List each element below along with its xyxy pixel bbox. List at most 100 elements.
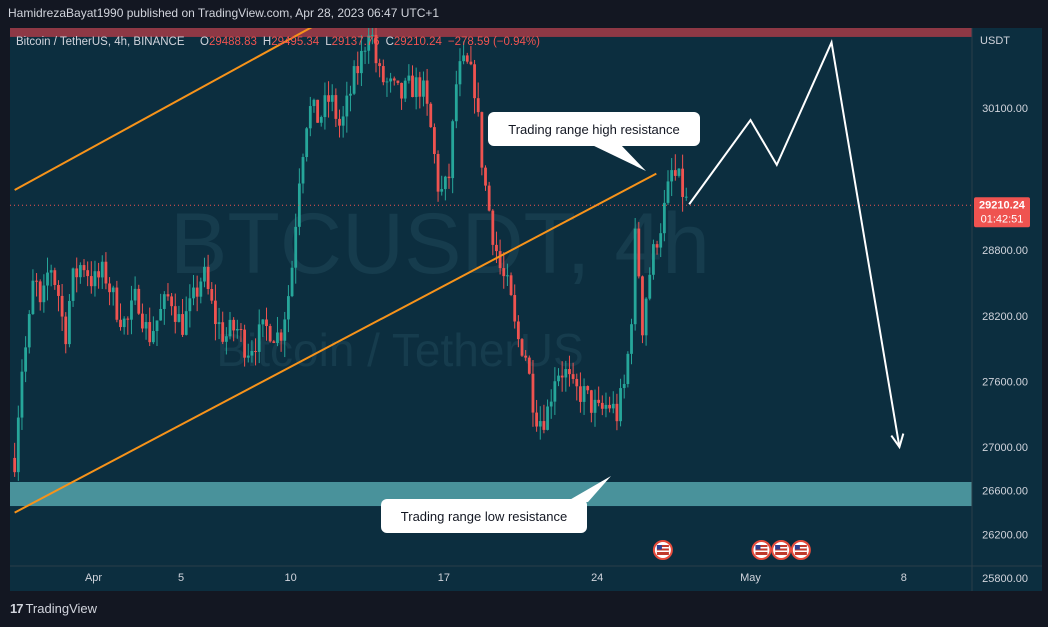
- legend-low-label: L: [325, 36, 332, 48]
- candle-body: [509, 275, 513, 296]
- candle-body: [272, 341, 276, 343]
- candle-body: [224, 336, 228, 342]
- candle-body: [648, 274, 652, 299]
- candle-body: [254, 350, 257, 352]
- legend-close-label: C: [386, 36, 394, 48]
- candle-body: [465, 55, 469, 62]
- candle-body: [418, 77, 422, 97]
- candle-body: [378, 63, 382, 67]
- candle-body: [71, 268, 75, 301]
- candle-body: [100, 261, 104, 278]
- candle-body: [312, 99, 316, 107]
- candle-body: [323, 95, 327, 118]
- legend-low: 29137.76: [332, 36, 380, 48]
- candle-body: [341, 116, 345, 126]
- candle-body: [557, 375, 560, 382]
- candle-body: [20, 371, 24, 418]
- time-tick-label: May: [740, 572, 761, 584]
- candle-body: [535, 412, 539, 427]
- candle-body: [454, 84, 458, 122]
- candle-body: [126, 318, 130, 320]
- candle-body: [546, 406, 549, 430]
- candle-body: [308, 106, 312, 129]
- candle-body: [239, 329, 243, 331]
- candle-body: [447, 176, 451, 179]
- candle-body: [148, 322, 152, 343]
- candle-body: [232, 319, 236, 331]
- economic-events[interactable]: [652, 540, 811, 560]
- candle-body: [35, 280, 38, 282]
- candle-body: [363, 50, 367, 52]
- candle-body: [513, 295, 517, 322]
- candle-body: [68, 300, 71, 345]
- candle-body: [133, 288, 137, 301]
- candle-body: [469, 61, 473, 65]
- candle-body: [184, 311, 188, 335]
- candle-body: [462, 55, 466, 62]
- us-flag-event-icon: [751, 540, 772, 560]
- time-tick-label: 10: [284, 572, 296, 584]
- candle-body: [16, 417, 20, 473]
- candle-body: [487, 185, 491, 211]
- time-tick-label: 24: [591, 572, 603, 584]
- candle-body: [203, 266, 206, 282]
- candle-body: [549, 401, 553, 407]
- candle-body: [527, 357, 531, 374]
- candle-body: [268, 326, 272, 342]
- candle-body: [568, 369, 571, 375]
- candle-body: [228, 319, 232, 337]
- chart-canvas[interactable]: BTCUSDT, 4h Bitcoin / TetherUS Bitcoin /…: [10, 28, 1042, 591]
- candle-body: [283, 319, 287, 341]
- candle-body: [433, 127, 436, 155]
- candle-body: [641, 276, 644, 336]
- price-axis[interactable]: 32500.0031700.0030900.0030100.0029200.00…: [982, 28, 1028, 585]
- candle-body: [582, 386, 586, 402]
- candle-body: [506, 275, 509, 277]
- candle-body: [246, 355, 250, 358]
- candle-body: [111, 287, 115, 293]
- price-tick-label: 27600.00: [982, 376, 1028, 388]
- currency-label: USDT: [980, 35, 1010, 47]
- price-tick-label: 26200.00: [982, 529, 1028, 541]
- candle-body: [261, 319, 265, 325]
- candle-body: [287, 296, 290, 320]
- time-axis[interactable]: Apr 5 10 17 24 May 8: [85, 572, 907, 584]
- price-tick-label: 30100.00: [982, 103, 1028, 115]
- candle-body: [338, 118, 341, 126]
- candle-body: [360, 50, 363, 74]
- high-resistance-callout[interactable]: Trading range high resistance: [488, 112, 700, 171]
- high-resistance-label: Trading range high resistance: [508, 122, 680, 137]
- candle-body: [677, 168, 681, 176]
- us-flag-event-icon: [771, 540, 792, 560]
- candle-body: [681, 168, 685, 197]
- candle-body: [579, 386, 582, 402]
- candle-body: [374, 34, 378, 64]
- candle-body: [192, 287, 195, 299]
- low-resistance-label: Trading range low resistance: [401, 509, 567, 524]
- time-tick-label: 17: [438, 572, 450, 584]
- candle-body: [411, 75, 414, 98]
- candle-body: [403, 80, 407, 99]
- candle-body: [652, 244, 655, 275]
- candle-body: [356, 66, 360, 74]
- candle-body: [589, 390, 593, 413]
- low-resistance-callout[interactable]: Trading range low resistance: [381, 476, 611, 533]
- tradingview-logo[interactable]: 17 TradingView: [10, 601, 97, 616]
- candle-body: [265, 319, 268, 327]
- time-tick-label: Apr: [85, 572, 102, 584]
- candle-body: [502, 268, 506, 277]
- candle-body: [206, 266, 210, 289]
- candle-body: [429, 103, 433, 128]
- legend-symbol: Bitcoin / TetherUS, 4h, BINANCE: [16, 36, 185, 48]
- candle-body: [425, 80, 429, 104]
- candle-body: [626, 353, 630, 385]
- projection-arrowhead: [890, 433, 905, 450]
- candle-body: [436, 154, 440, 192]
- price-tick-label: 28800.00: [982, 245, 1028, 257]
- candle-body: [414, 77, 418, 98]
- candle-body: [619, 388, 622, 422]
- channel-lower-line: [14, 172, 657, 514]
- chart-panel[interactable]: BTCUSDT, 4h Bitcoin / TetherUS Bitcoin /…: [10, 28, 1042, 591]
- candle-body: [370, 34, 374, 36]
